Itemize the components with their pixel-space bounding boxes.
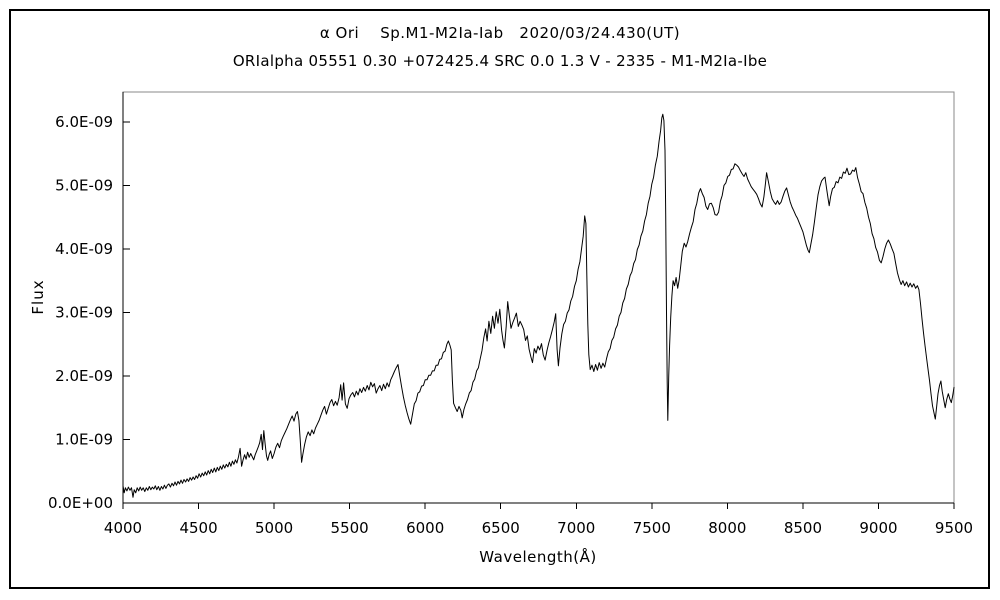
x-tick-label: 7500 xyxy=(633,519,671,537)
x-tick-label: 4000 xyxy=(104,519,142,537)
x-tick-label: 5000 xyxy=(255,519,293,537)
x-tick-label: 6500 xyxy=(482,519,520,537)
y-tick-label: 0.0E+00 xyxy=(48,494,113,512)
y-tick-label: 6.0E-09 xyxy=(55,113,113,131)
y-tick-label: 3.0E-09 xyxy=(55,303,113,321)
x-tick-label: 9500 xyxy=(935,519,973,537)
y-tick-label: 4.0E-09 xyxy=(55,240,113,258)
y-tick-label: 2.0E-09 xyxy=(55,367,113,385)
y-tick-label: 1.0E-09 xyxy=(55,430,113,448)
x-tick-label: 8500 xyxy=(784,519,822,537)
x-tick-label: 5500 xyxy=(331,519,369,537)
x-tick-label: 6000 xyxy=(406,519,444,537)
x-tick-label: 9000 xyxy=(859,519,897,537)
axis-tick-labels: 4000 4500 5000 5500 6000 6500 7000 7500 8000 8500… xyxy=(48,113,973,537)
spectrum-line xyxy=(122,113,955,498)
plot-border xyxy=(122,91,955,504)
axis-ticks xyxy=(122,121,955,509)
x-tick-label: 4500 xyxy=(179,519,217,537)
chart-title: α Ori Sp.M1-M2Ia-Iab 2020/03/24.430(UT) xyxy=(319,24,681,42)
y-tick-label: 5.0E-09 xyxy=(55,176,113,194)
x-tick-label: 7000 xyxy=(557,519,595,537)
x-tick-label: 8000 xyxy=(708,519,746,537)
chart-subtitle: ORIalpha 05551 0.30 +072425.4 SRC 0.0 1.… xyxy=(232,52,768,70)
x-axis-title: Wavelength(Å) xyxy=(479,548,597,566)
